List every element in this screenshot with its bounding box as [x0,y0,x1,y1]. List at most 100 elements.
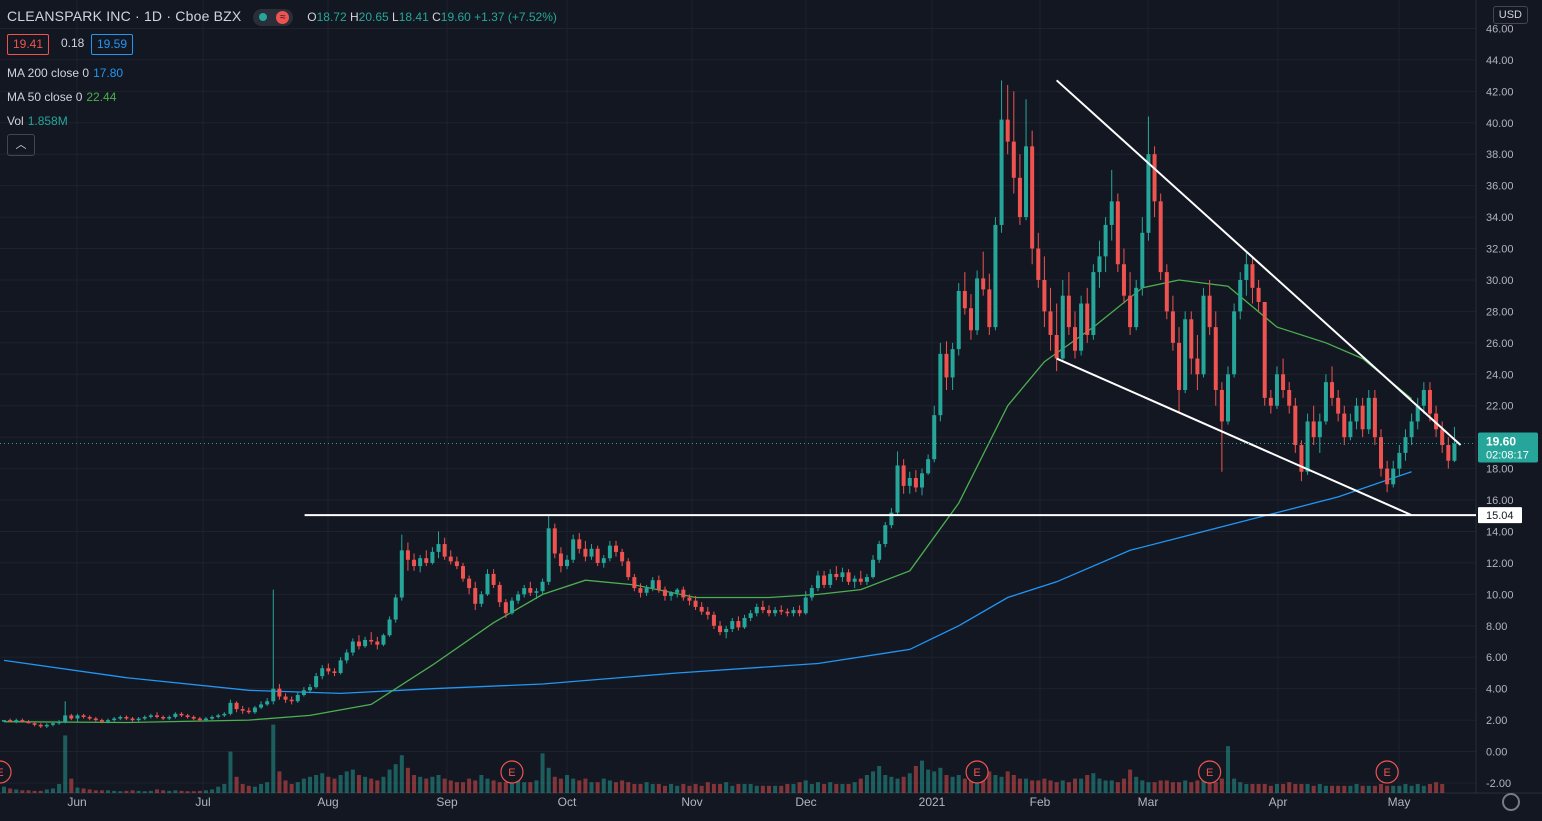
volume-bar [497,782,502,793]
candle-body [681,589,686,598]
candle [644,584,649,596]
candle [626,558,631,581]
price-tick-label: 16.00 [1486,495,1514,507]
time-tick-label: Apr [1269,795,1288,809]
candle-body [387,619,392,636]
volume-bar [607,780,612,793]
candle [350,638,355,656]
volume-bar [534,780,539,793]
candle-body [252,707,257,713]
volume-bar [112,790,117,793]
volume-bar [277,771,282,793]
volume-bar [271,724,276,793]
volume-bar [1146,782,1151,793]
candle-body [987,289,992,328]
candle-body [1415,405,1420,422]
price-tick-label: 36.00 [1486,181,1514,193]
candle [558,547,563,573]
candle [326,663,331,675]
close-value: 19.60 [440,10,471,24]
candle-body [1030,146,1035,249]
candle-body [650,580,655,589]
chevron-up-icon: ︿ [15,139,27,151]
candle-body [1330,382,1335,398]
candle-body [87,716,92,719]
candle [185,713,190,719]
candle-body [1189,319,1194,359]
volume-bar [57,784,62,793]
candle [1262,301,1267,406]
volume-bar [1097,778,1102,793]
candle [1170,295,1175,351]
sell-price-button[interactable]: 19.41 [7,34,50,55]
volume-bar [558,778,563,793]
candle-body [834,573,839,578]
candle-body [1207,295,1212,328]
volume-bar [901,776,906,793]
price-tick-label: 6.00 [1486,652,1507,664]
candle [834,566,839,581]
candle [1348,413,1353,441]
candle [1311,405,1316,446]
candle [987,273,992,335]
volume-bar [485,778,490,793]
volume-bar [852,782,857,793]
volume-bar [1281,784,1286,793]
candle-body [962,290,967,309]
candle [718,621,723,636]
volume-bar [14,789,19,793]
volume-bar [1121,778,1126,793]
volume-bar [1391,785,1396,793]
candle [1421,382,1426,414]
candle-body [1305,421,1310,472]
candle [240,705,245,714]
candle [1097,240,1102,288]
candle-body [736,621,741,628]
ma50-legend[interactable]: MA 50 close 0 22.44 [7,90,116,104]
candle-body [430,551,435,563]
volume-value: 1.858M [27,114,68,128]
candle [785,608,790,617]
candle-body [467,578,472,589]
candle-body [779,610,784,612]
earnings-label: E [973,767,980,779]
volume-bar [693,784,698,793]
candle [1036,232,1041,288]
volume-bar [834,784,839,793]
volume-legend[interactable]: Vol 1.858M [7,114,68,128]
volume-bar [889,776,894,793]
candle [944,341,949,390]
time-tick-label: Oct [558,795,577,809]
candle-body [1134,287,1139,328]
candle [369,632,374,645]
price-tick-label: 30.00 [1486,275,1514,287]
candle-body [1177,342,1182,390]
candle [1299,440,1304,482]
volume-bar [63,735,68,793]
candle-body [1268,397,1273,406]
volume-bar [1164,780,1169,793]
symbol-title[interactable]: CLEANSPARK INC · 1D · Cboe BZX [7,8,242,24]
ma200-legend[interactable]: MA 200 close 0 17.80 [7,66,123,80]
candle [252,705,257,714]
gear-icon[interactable] [1502,793,1520,811]
buy-price-button[interactable]: 19.59 [91,34,134,55]
candle [662,586,667,601]
candle-body [589,548,594,557]
currency-label[interactable]: USD [1492,6,1528,24]
time-tick-label: Aug [317,795,338,809]
earnings-marker: E [0,760,12,784]
candle [106,718,111,724]
volume-bar [1066,782,1071,793]
candle [246,707,251,714]
volume-bar [93,790,98,793]
candle-body [461,566,465,579]
volume-bar [1421,785,1426,793]
market-status-toggle[interactable]: ≈ [253,8,294,26]
time-tick-label: Jul [195,795,210,809]
volume-bar [1397,785,1402,793]
earnings-circle [1198,760,1222,784]
collapse-legend-button[interactable]: ︿ [7,134,35,156]
volume-bar [265,782,270,793]
